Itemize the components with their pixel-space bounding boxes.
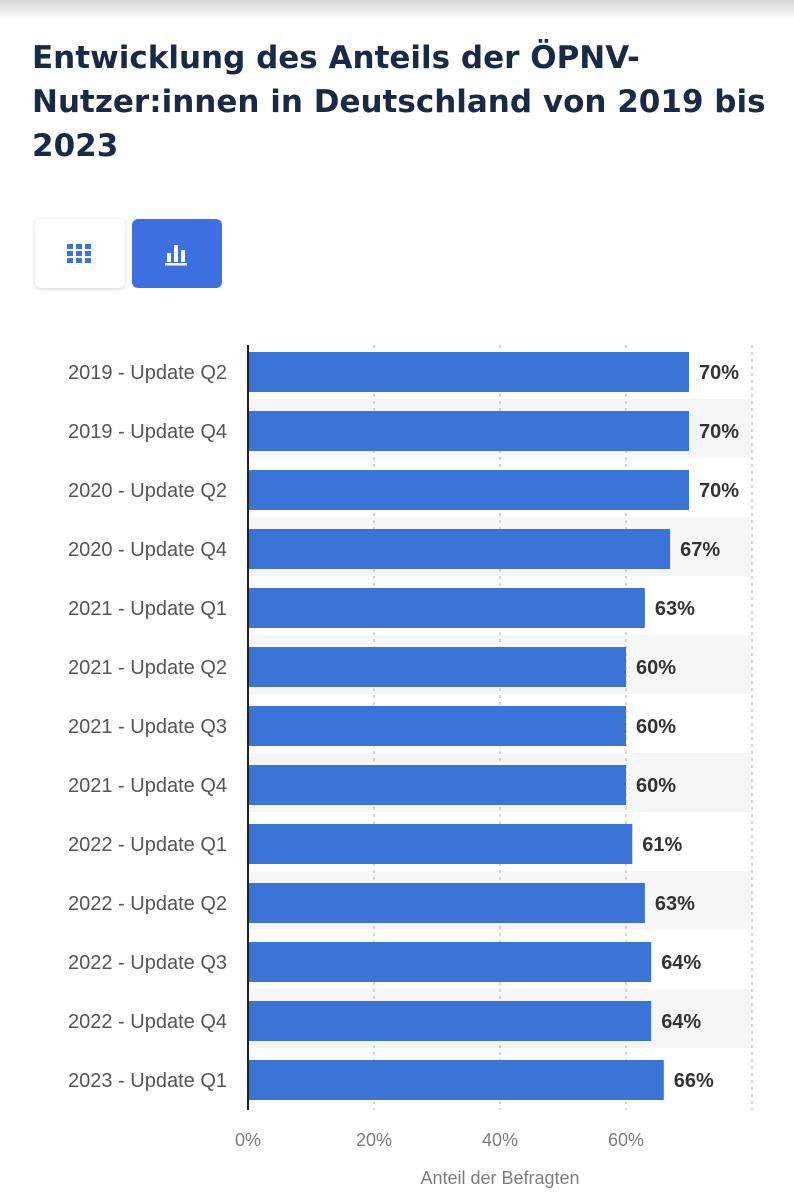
category-label: 2022 - Update Q3 (68, 952, 227, 974)
bar (248, 942, 652, 982)
category-label: 2019 - Update Q4 (68, 421, 227, 443)
category-label: 2022 - Update Q2 (68, 893, 227, 915)
bar (248, 706, 626, 746)
table-view-button[interactable] (35, 219, 125, 288)
value-label: 64% (661, 1011, 701, 1033)
bar-chart-icon (165, 244, 187, 265)
top-shadow (0, 0, 794, 20)
category-label: 2020 - Update Q4 (68, 539, 227, 561)
value-label: 70% (699, 480, 739, 502)
bar (248, 765, 626, 805)
bar (248, 470, 689, 510)
value-label: 60% (636, 716, 676, 738)
category-label: 2021 - Update Q2 (68, 657, 227, 679)
bar (248, 352, 689, 392)
category-label: 2019 - Update Q2 (68, 362, 227, 384)
bar (248, 1060, 664, 1100)
value-label: 66% (674, 1070, 714, 1092)
value-label: 70% (699, 421, 739, 443)
bar (248, 411, 689, 451)
tick-label: 0% (235, 1130, 261, 1150)
category-label: 2021 - Update Q1 (68, 598, 227, 620)
value-label: 61% (642, 834, 682, 856)
category-label: 2022 - Update Q4 (68, 1011, 227, 1033)
value-label: 64% (661, 952, 701, 974)
tick-label: 20% (356, 1130, 392, 1150)
category-label: 2020 - Update Q2 (68, 480, 227, 502)
bar (248, 824, 633, 864)
bar (248, 1001, 652, 1041)
tick-label: 40% (482, 1130, 518, 1150)
x-axis-title: Anteil der Befragten (420, 1168, 579, 1188)
chart-title: Entwicklung des Anteils der ÖPNV-Nutzer:… (32, 40, 766, 164)
tick-label: 60% (608, 1130, 644, 1150)
bar (248, 588, 645, 628)
category-label: 2023 - Update Q1 (68, 1070, 227, 1092)
value-label: 70% (699, 362, 739, 384)
grid-icon (67, 243, 91, 263)
value-label: 63% (655, 598, 695, 620)
value-label: 60% (636, 775, 676, 797)
category-label: 2021 - Update Q3 (68, 716, 227, 738)
chart-view-button[interactable] (132, 219, 222, 288)
value-label: 63% (655, 893, 695, 915)
value-label: 67% (680, 539, 720, 561)
bar (248, 647, 626, 687)
bar (248, 883, 645, 923)
value-label: 60% (636, 657, 676, 679)
bar (248, 529, 671, 569)
category-label: 2021 - Update Q4 (68, 775, 227, 797)
category-label: 2022 - Update Q1 (68, 834, 227, 856)
